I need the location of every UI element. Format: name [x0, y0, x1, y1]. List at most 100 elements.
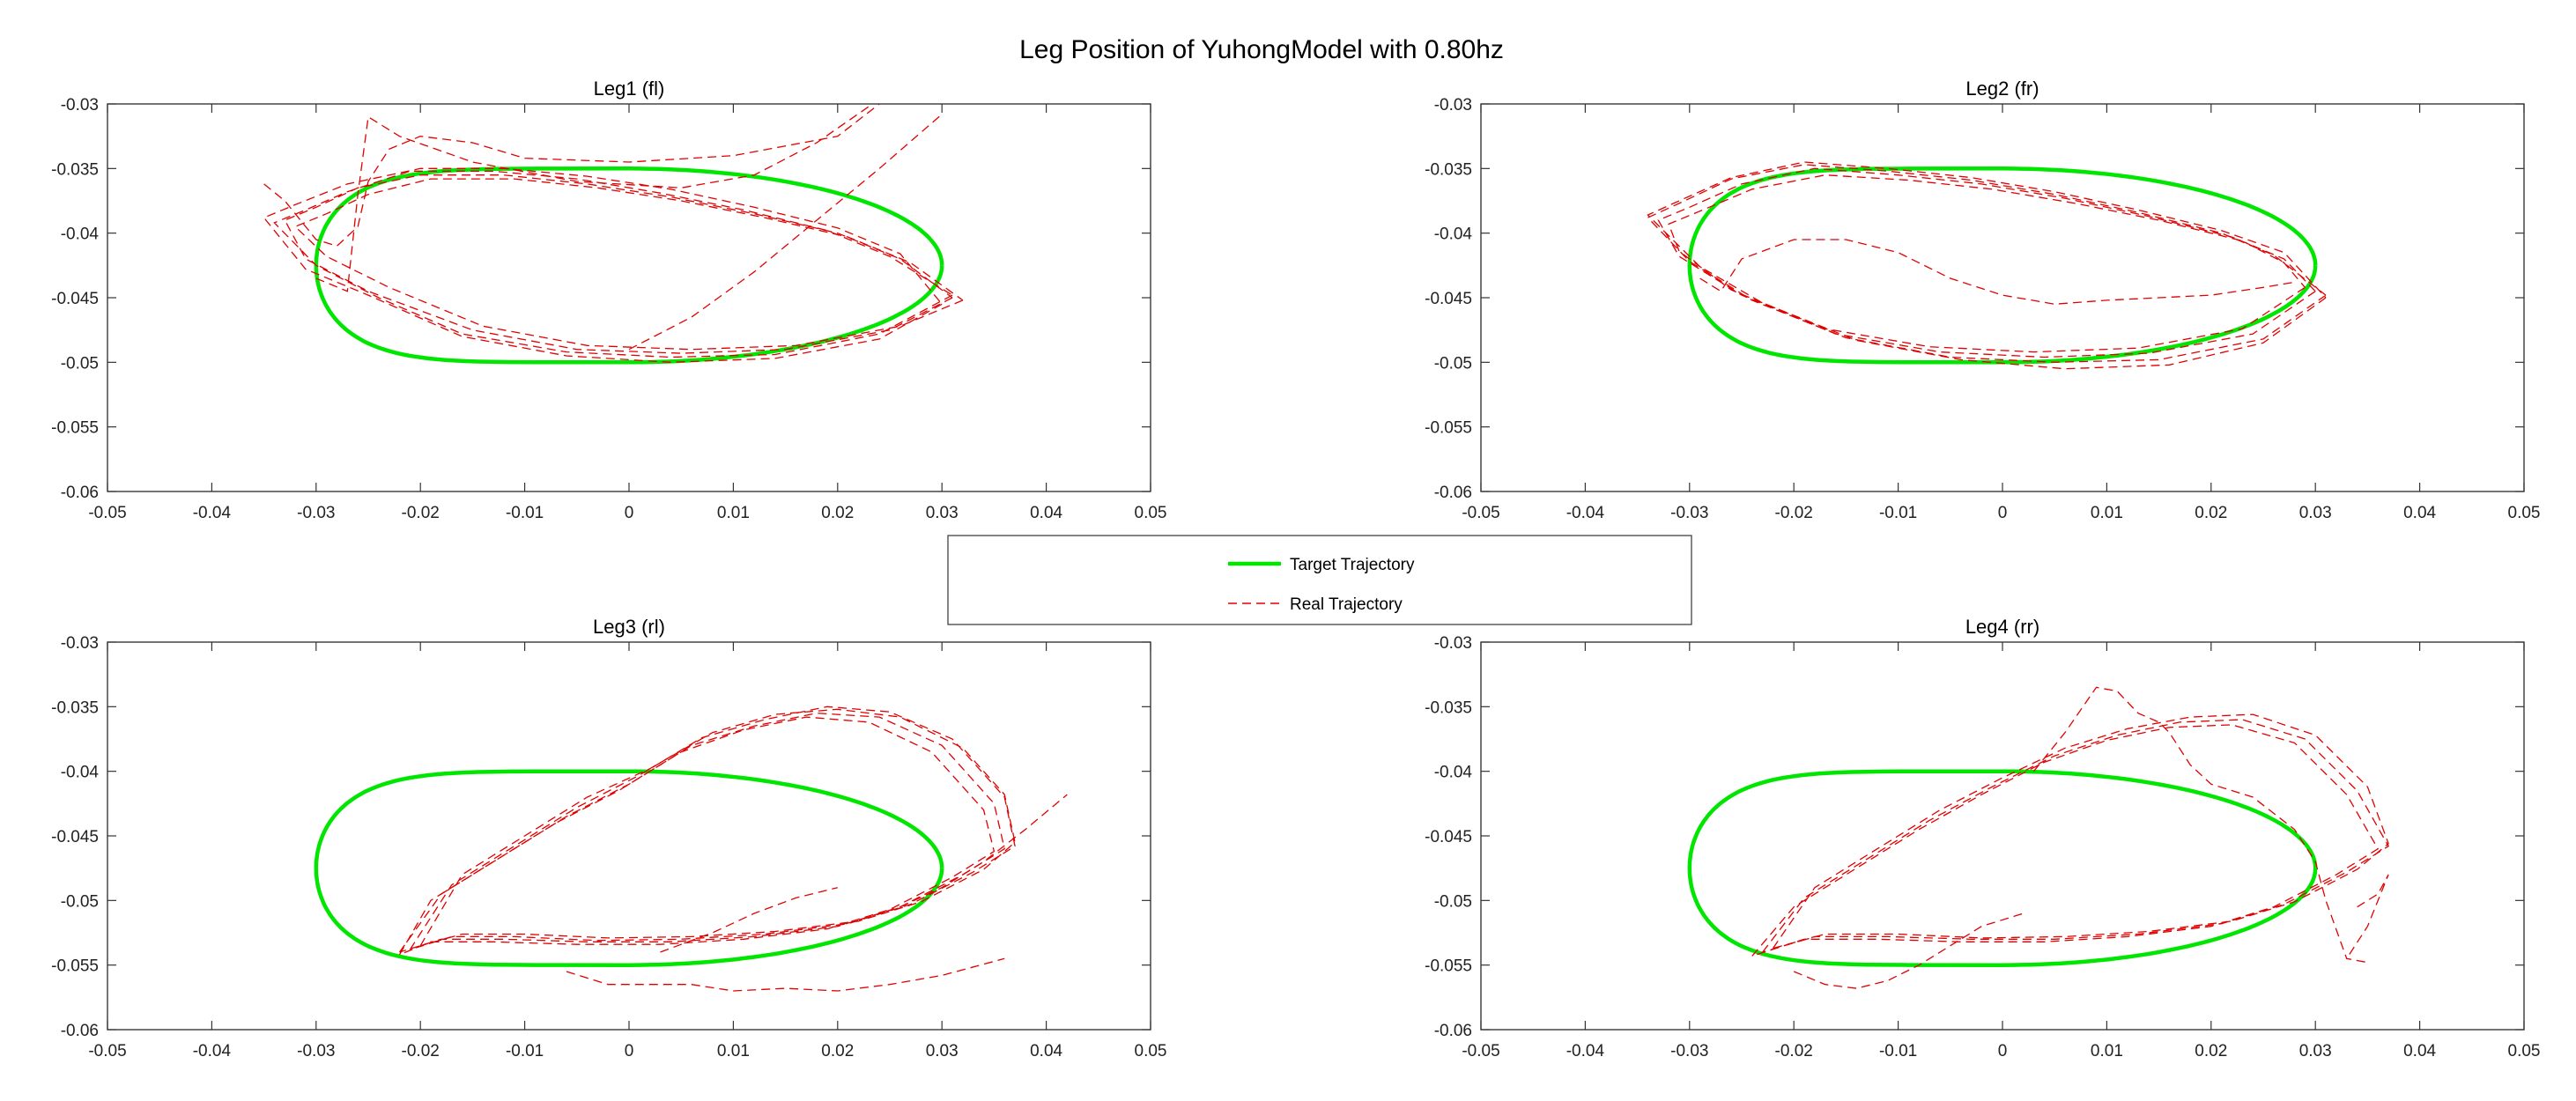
- y-tick-label: -0.055: [51, 419, 99, 438]
- x-tick-label: 0.03: [2299, 504, 2332, 522]
- legend: Target Trajectory Real Trajectory: [947, 535, 1692, 625]
- y-tick-label: -0.06: [1434, 484, 1472, 502]
- x-tick-label: -0.03: [297, 504, 335, 522]
- plot-content: [1687, 686, 2389, 989]
- plot-area: [1480, 641, 2525, 1031]
- y-tick-label: -0.04: [1434, 225, 1473, 244]
- real-trajectory-1: [1762, 719, 2389, 953]
- x-tick-label: -0.01: [1879, 1042, 1917, 1060]
- x-tick-label: 0.02: [821, 504, 854, 522]
- x-tick-label: 0.01: [2091, 504, 2123, 522]
- x-tick-label: 0.03: [926, 1042, 959, 1060]
- x-tick-label: -0.02: [402, 1042, 440, 1060]
- real-trajectory-4: [419, 708, 1016, 947]
- x-tick-label: -0.01: [506, 504, 544, 522]
- x-tick-label: 0.01: [717, 1042, 750, 1060]
- y-tick-label: -0.06: [61, 484, 99, 502]
- x-tick-label: 0.02: [821, 1042, 854, 1060]
- y-tick-label: -0.035: [1425, 698, 1472, 717]
- x-tick-label: 0.02: [2195, 1042, 2227, 1060]
- axes-leg1: -0.05 -0.04 -0.03 -0.02 -0.01 0 0.01 0.02 0.03 0.…: [51, 78, 1166, 522]
- x-tick-label: 0.01: [2091, 1042, 2123, 1060]
- real-trajectory-6: [2346, 874, 2389, 959]
- x-tick-label: 0.04: [1030, 1042, 1062, 1060]
- x-tick-label: 0.02: [2195, 504, 2227, 522]
- axes-leg2: -0.05 -0.04 -0.03 -0.02 -0.01 0 0.01 0.02 0.03 0.…: [1425, 78, 2540, 522]
- x-tick-label: 0.05: [2508, 504, 2541, 522]
- real-trajectory-2: [1772, 713, 2389, 950]
- real-trajectory-5: [1699, 239, 2295, 305]
- real-trajectory-3: [293, 178, 964, 351]
- x-tick-label: -0.02: [1775, 1042, 1813, 1060]
- subplot-title: Leg2 (fr): [1965, 78, 2039, 100]
- y-tick-label: -0.05: [1434, 354, 1472, 373]
- x-tick-label: 0.01: [717, 504, 750, 522]
- real-trajectory-1: [398, 713, 1005, 953]
- x-tick-label: -0.02: [1775, 504, 1813, 522]
- target-trajectory: [1687, 769, 2318, 967]
- y-tick-label: -0.03: [1434, 96, 1472, 115]
- real-trajectory-7: [660, 887, 838, 953]
- x-tick-label: -0.01: [506, 1042, 544, 1060]
- y-tick-label: -0.045: [1425, 290, 1472, 308]
- x-tick-label: 0.04: [2403, 504, 2436, 522]
- plot-content: [1647, 161, 2327, 370]
- target-trajectory: [314, 769, 944, 967]
- plot-area: [1480, 103, 2525, 492]
- y-tick-label: -0.03: [61, 96, 99, 115]
- x-tick-label: 0.05: [1135, 504, 1167, 522]
- x-tick-label: -0.04: [1566, 504, 1605, 522]
- subplot-title: Leg4 (rr): [1965, 616, 2039, 638]
- y-tick-label: -0.055: [51, 957, 99, 976]
- real-trajectory-7: [628, 114, 943, 351]
- x-tick-label: -0.04: [193, 1042, 232, 1060]
- y-tick-label: -0.055: [1425, 957, 1472, 976]
- x-tick-label: -0.03: [297, 1042, 335, 1060]
- legend-label-real: Real Trajectory: [1290, 595, 1403, 614]
- real-trajectory-5: [899, 794, 1068, 908]
- y-tick-label: -0.05: [61, 892, 99, 911]
- axes-leg4: -0.05 -0.04 -0.03 -0.02 -0.01 0 0.01 0.02 0.03 0.…: [1425, 616, 2540, 1060]
- plot-content: [314, 706, 1068, 992]
- real-trajectory-2: [1647, 164, 2327, 363]
- y-tick-label: -0.04: [1434, 764, 1473, 782]
- x-tick-label: -0.05: [88, 1042, 126, 1060]
- x-tick-label: -0.05: [1462, 504, 1499, 522]
- subplot-title: Leg1 (fl): [594, 78, 665, 100]
- y-tick-label: -0.03: [61, 634, 99, 653]
- target-trajectory: [1687, 166, 2318, 365]
- real-trajectory-3: [1751, 724, 2380, 957]
- x-tick-label: -0.01: [1879, 504, 1917, 522]
- x-tick-label: 0: [1998, 504, 2008, 522]
- x-tick-label: -0.04: [1566, 1042, 1605, 1060]
- y-tick-label: -0.05: [1434, 892, 1472, 911]
- real-trajectory-5: [1793, 913, 2024, 989]
- axes-leg3: -0.05 -0.04 -0.03 -0.02 -0.01 0 0.01 0.02 0.03 0.…: [51, 616, 1166, 1060]
- y-tick-label: -0.04: [61, 225, 100, 244]
- y-tick-label: -0.045: [51, 828, 99, 846]
- x-tick-label: -0.05: [1462, 1042, 1499, 1060]
- real-trajectory-4: [2032, 686, 2368, 964]
- x-tick-label: 0.03: [926, 504, 959, 522]
- legend-box: [947, 535, 1692, 625]
- plot-area: [107, 641, 1151, 1031]
- x-tick-label: 0: [625, 1042, 634, 1060]
- x-tick-label: -0.03: [1670, 504, 1708, 522]
- figure-title: Leg Position of YuhongModel with 0.80hz: [1019, 35, 1504, 64]
- x-tick-label: -0.02: [402, 504, 440, 522]
- y-tick-label: -0.035: [1425, 160, 1472, 179]
- x-tick-label: 0: [625, 504, 634, 522]
- y-tick-label: -0.06: [1434, 1022, 1472, 1040]
- real-trajectory-1: [284, 174, 953, 354]
- real-trajectory-2: [273, 170, 953, 358]
- y-tick-label: -0.045: [51, 290, 99, 308]
- x-tick-label: -0.03: [1670, 1042, 1708, 1060]
- x-tick-label: 0.04: [1030, 504, 1062, 522]
- y-tick-label: -0.045: [1425, 828, 1472, 846]
- real-trajectory-1: [1657, 167, 2316, 358]
- axes-layer: -0.05 -0.04 -0.03 -0.02 -0.01 0 0.01 0.02 0.03 0.…: [51, 78, 2540, 1060]
- x-tick-label: 0.03: [2299, 1042, 2332, 1060]
- legend-label-target: Target Trajectory: [1290, 556, 1415, 574]
- y-tick-label: -0.05: [61, 354, 99, 373]
